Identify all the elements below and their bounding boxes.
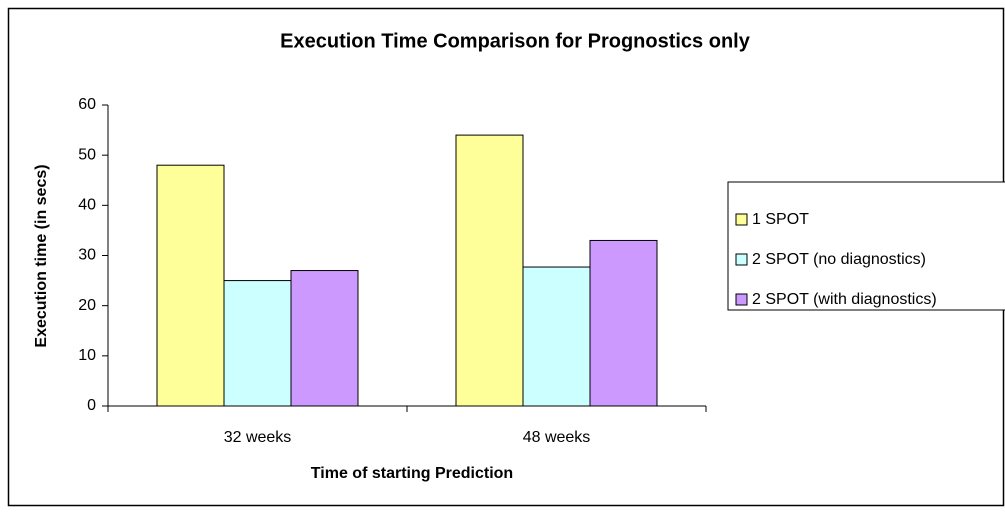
chart-title: Execution Time Comparison for Prognostic… (280, 30, 751, 52)
bar (223, 280, 292, 407)
bar (290, 270, 359, 407)
x-tick-label: 48 weeks (523, 429, 591, 446)
x-axis-label: Time of starting Prediction (311, 465, 513, 482)
bar (156, 164, 225, 407)
bar (589, 239, 658, 407)
bar (522, 266, 591, 407)
y-tick-label: 0 (87, 397, 96, 414)
legend-swatch (735, 293, 748, 306)
legend-label: 2 SPOT (with diagnostics) (752, 291, 937, 308)
x-tick-label: 32 weeks (224, 429, 292, 446)
legend-box (727, 181, 1005, 311)
y-tick-label: 30 (78, 247, 96, 264)
y-tick-label: 20 (78, 297, 96, 314)
bar (455, 134, 524, 407)
y-tick-label: 60 (78, 96, 96, 113)
y-tick-label: 50 (78, 146, 96, 163)
y-tick-label: 40 (78, 197, 96, 214)
legend-swatch (735, 213, 748, 226)
y-axis-label: Execution time (in secs) (33, 164, 50, 347)
y-tick-label: 10 (78, 347, 96, 364)
legend-label: 2 SPOT (no diagnostics) (752, 251, 926, 268)
legend-label: 1 SPOT (752, 211, 809, 228)
legend-swatch (735, 253, 748, 266)
